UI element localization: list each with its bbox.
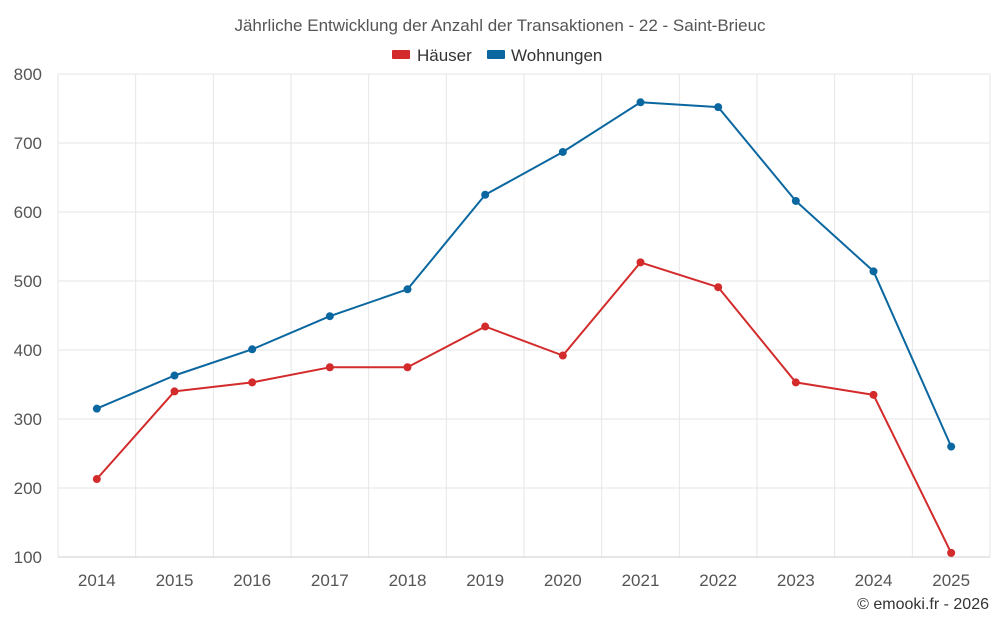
series-wohnungen xyxy=(92,98,956,451)
x-tick-label: 2018 xyxy=(389,571,427,590)
series-haeuser xyxy=(92,258,956,557)
y-tick-label: 600 xyxy=(14,203,42,222)
data-point-wohnungen[interactable] xyxy=(170,371,179,380)
data-point-haeuser[interactable] xyxy=(92,475,101,484)
grid xyxy=(57,73,991,558)
data-point-wohnungen[interactable] xyxy=(325,312,334,321)
legend-label-wohnungen[interactable]: Wohnungen xyxy=(511,46,602,65)
y-tick-label: 300 xyxy=(14,410,42,429)
data-point-wohnungen[interactable] xyxy=(403,285,412,294)
y-tick-label: 100 xyxy=(14,548,42,567)
series xyxy=(92,98,956,557)
data-point-wohnungen[interactable] xyxy=(481,190,490,199)
data-point-wohnungen[interactable] xyxy=(248,345,257,354)
data-point-haeuser[interactable] xyxy=(325,363,334,372)
y-tick-label: 700 xyxy=(14,134,42,153)
legend-label-haeuser[interactable]: Häuser xyxy=(417,46,472,65)
data-point-haeuser[interactable] xyxy=(403,363,412,372)
data-point-haeuser[interactable] xyxy=(636,258,645,267)
x-tick-label: 2024 xyxy=(855,571,893,590)
data-point-wohnungen[interactable] xyxy=(92,404,101,413)
x-tick-label: 2022 xyxy=(699,571,737,590)
y-axis: 100 200 300 400 500 600 700 800 xyxy=(14,65,42,567)
y-tick-label: 800 xyxy=(14,65,42,84)
y-tick-label: 400 xyxy=(14,341,42,360)
data-point-wohnungen[interactable] xyxy=(714,103,723,112)
x-tick-label: 2019 xyxy=(466,571,504,590)
y-tick-label: 500 xyxy=(14,272,42,291)
data-point-wohnungen[interactable] xyxy=(947,442,956,451)
data-point-haeuser[interactable] xyxy=(869,390,878,399)
series-line-haeuser xyxy=(96,261,953,554)
chart-title: Jährliche Entwicklung der Anzahl der Tra… xyxy=(234,16,766,35)
x-tick-label: 2015 xyxy=(156,571,194,590)
data-point-wohnungen[interactable] xyxy=(791,196,800,205)
x-tick-label: 2023 xyxy=(777,571,815,590)
x-tick-label: 2016 xyxy=(233,571,271,590)
data-point-haeuser[interactable] xyxy=(248,378,257,387)
data-point-haeuser[interactable] xyxy=(558,351,567,360)
series-line-wohnungen xyxy=(96,101,953,448)
data-point-wohnungen[interactable] xyxy=(636,98,645,107)
x-tick-label: 2014 xyxy=(78,571,116,590)
x-axis: 2014 2015 2016 2017 2018 2019 2020 2021 2022 2023… xyxy=(58,556,990,590)
x-tick-label: 2025 xyxy=(932,571,970,590)
credit-text: © emooki.fr - 2026 xyxy=(857,596,989,613)
legend: Häuser Wohnungen xyxy=(392,46,602,65)
data-point-haeuser[interactable] xyxy=(170,387,179,396)
data-point-wohnungen[interactable] xyxy=(558,147,567,156)
data-point-haeuser[interactable] xyxy=(947,548,956,557)
y-tick-label: 200 xyxy=(14,479,42,498)
data-point-haeuser[interactable] xyxy=(481,322,490,331)
x-tick-label: 2017 xyxy=(311,571,349,590)
data-point-haeuser[interactable] xyxy=(791,378,800,387)
x-tick-label: 2021 xyxy=(622,571,660,590)
legend-swatch-haeuser xyxy=(392,50,410,59)
x-tick-label: 2020 xyxy=(544,571,582,590)
data-point-wohnungen[interactable] xyxy=(869,267,878,276)
legend-swatch-wohnungen xyxy=(487,50,505,59)
data-point-haeuser[interactable] xyxy=(714,283,723,292)
